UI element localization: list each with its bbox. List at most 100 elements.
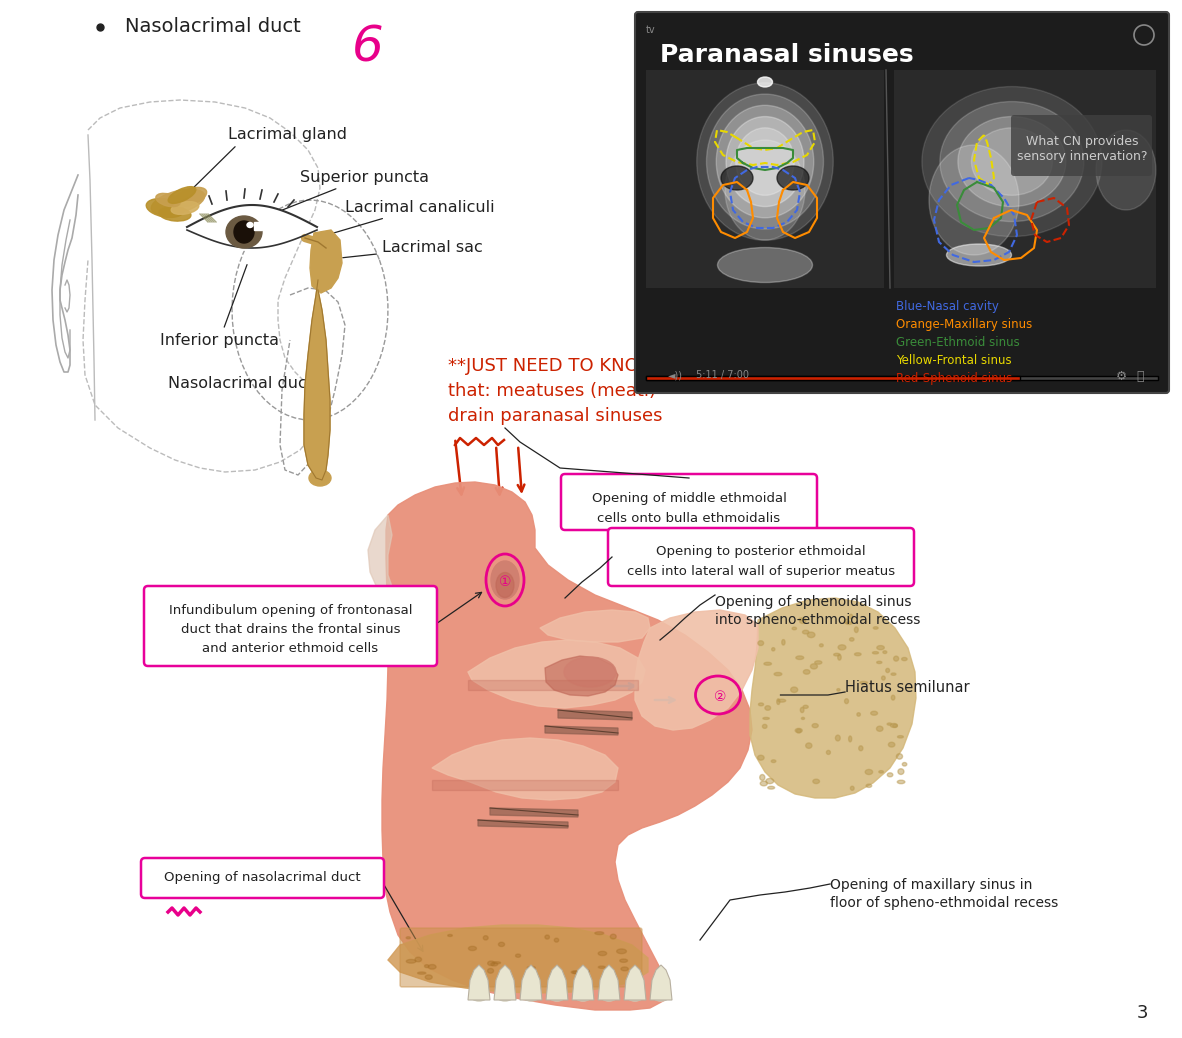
Ellipse shape — [849, 614, 852, 619]
Text: Paranasal sinuses: Paranasal sinuses — [660, 43, 914, 67]
Ellipse shape — [894, 656, 898, 661]
Text: Lacrimal gland: Lacrimal gland — [187, 127, 348, 194]
Ellipse shape — [168, 187, 196, 203]
Ellipse shape — [866, 784, 871, 788]
Polygon shape — [558, 710, 632, 720]
Ellipse shape — [800, 707, 804, 712]
Polygon shape — [468, 640, 645, 708]
Ellipse shape — [475, 976, 482, 978]
Ellipse shape — [833, 653, 840, 656]
Ellipse shape — [859, 681, 868, 684]
Ellipse shape — [571, 971, 577, 974]
Polygon shape — [751, 598, 916, 798]
Ellipse shape — [890, 723, 897, 728]
Ellipse shape — [795, 656, 804, 659]
Ellipse shape — [448, 934, 453, 936]
Ellipse shape — [804, 670, 810, 675]
Ellipse shape — [151, 189, 204, 215]
Polygon shape — [598, 965, 621, 1000]
Ellipse shape — [407, 959, 416, 963]
Ellipse shape — [721, 166, 753, 190]
Ellipse shape — [929, 145, 1019, 255]
Text: Blue-Nasal cavity: Blue-Nasal cavity — [896, 300, 999, 313]
Ellipse shape — [957, 116, 1066, 207]
Ellipse shape — [778, 700, 786, 702]
Ellipse shape — [819, 644, 823, 647]
Text: **JUST NEED TO KNOW,: **JUST NEED TO KNOW, — [448, 357, 662, 375]
Text: ⛶: ⛶ — [1136, 370, 1143, 383]
Ellipse shape — [855, 627, 858, 632]
Text: Green-Ethmoid sinus: Green-Ethmoid sinus — [896, 336, 1020, 349]
Text: Yellow-Frontal sinus: Yellow-Frontal sinus — [896, 354, 1012, 367]
Text: What CN provides: What CN provides — [1026, 135, 1138, 148]
Ellipse shape — [902, 763, 907, 766]
Ellipse shape — [147, 198, 183, 217]
FancyBboxPatch shape — [635, 12, 1169, 393]
Ellipse shape — [857, 713, 860, 716]
Ellipse shape — [807, 632, 814, 637]
Ellipse shape — [309, 470, 331, 486]
Ellipse shape — [696, 83, 833, 241]
Ellipse shape — [247, 222, 253, 227]
Text: Lacrimal sac: Lacrimal sac — [343, 241, 482, 257]
Polygon shape — [254, 222, 262, 230]
Ellipse shape — [610, 934, 616, 939]
Ellipse shape — [415, 957, 422, 962]
Ellipse shape — [762, 717, 769, 719]
Ellipse shape — [758, 77, 773, 87]
Polygon shape — [468, 965, 491, 1000]
Text: Superior puncta: Superior puncta — [254, 170, 429, 221]
FancyBboxPatch shape — [1011, 115, 1152, 176]
Ellipse shape — [765, 706, 771, 710]
Ellipse shape — [885, 668, 890, 673]
Ellipse shape — [760, 781, 767, 786]
Ellipse shape — [891, 695, 895, 700]
Ellipse shape — [598, 951, 606, 956]
Ellipse shape — [888, 722, 891, 726]
Ellipse shape — [897, 736, 903, 738]
Ellipse shape — [896, 754, 903, 759]
Text: ②: ② — [714, 690, 726, 704]
Polygon shape — [478, 820, 569, 828]
Ellipse shape — [898, 769, 904, 774]
Ellipse shape — [171, 201, 199, 215]
Ellipse shape — [174, 188, 207, 207]
Ellipse shape — [812, 723, 818, 728]
Polygon shape — [494, 965, 517, 1000]
Ellipse shape — [897, 781, 905, 784]
Ellipse shape — [801, 717, 805, 719]
FancyBboxPatch shape — [561, 474, 817, 530]
Ellipse shape — [838, 645, 846, 650]
Text: Red-Sphenoid sinus: Red-Sphenoid sinus — [896, 372, 1012, 385]
Ellipse shape — [234, 221, 254, 243]
Ellipse shape — [872, 652, 878, 654]
Ellipse shape — [468, 947, 476, 951]
Ellipse shape — [811, 663, 818, 670]
Text: drain paranasal sinuses: drain paranasal sinuses — [448, 407, 662, 425]
Ellipse shape — [548, 989, 566, 1001]
Ellipse shape — [764, 662, 772, 665]
Ellipse shape — [493, 962, 500, 964]
Ellipse shape — [883, 651, 886, 654]
Ellipse shape — [774, 673, 781, 676]
Ellipse shape — [595, 932, 604, 934]
Ellipse shape — [407, 936, 410, 938]
Text: Opening of maxillary sinus in
floor of spheno-ethmoidal recess: Opening of maxillary sinus in floor of s… — [830, 878, 1058, 910]
Ellipse shape — [760, 774, 765, 781]
Polygon shape — [310, 230, 342, 293]
Ellipse shape — [759, 703, 764, 706]
Ellipse shape — [483, 935, 488, 940]
Ellipse shape — [877, 727, 883, 732]
Ellipse shape — [855, 653, 860, 656]
Text: Infundibulum opening of frontonasal: Infundibulum opening of frontonasal — [169, 604, 413, 617]
Ellipse shape — [889, 742, 895, 747]
Ellipse shape — [156, 193, 180, 207]
Ellipse shape — [800, 620, 806, 624]
Ellipse shape — [522, 989, 540, 1001]
FancyBboxPatch shape — [647, 70, 884, 288]
Ellipse shape — [791, 687, 798, 692]
FancyBboxPatch shape — [400, 928, 642, 987]
Ellipse shape — [554, 938, 559, 943]
Polygon shape — [368, 515, 395, 600]
Ellipse shape — [426, 975, 433, 980]
